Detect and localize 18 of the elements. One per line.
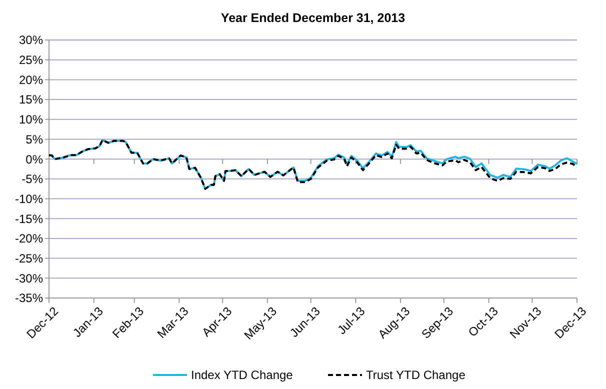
y-tick-label: 25% [18, 53, 44, 68]
y-tick-label: 5% [26, 132, 44, 146]
y-tick-label: -15% [14, 212, 44, 226]
y-tick-label: 10% [18, 112, 44, 127]
chart-title: Year Ended December 31, 2013 [220, 11, 406, 25]
y-tick-label: -25% [14, 252, 44, 266]
y-tick-label: 30% [18, 33, 44, 48]
legend-label: Index YTD Change [191, 368, 294, 382]
y-tick-label: 0% [26, 152, 44, 166]
y-tick-label: -20% [14, 232, 44, 246]
legend-label: Trust YTD Change [366, 368, 466, 382]
y-tick-label: -5% [22, 172, 44, 186]
line-series [48, 139, 578, 190]
y-tick-label: -10% [14, 192, 44, 206]
y-tick-label: 15% [18, 92, 44, 107]
y-tick-label: -30% [14, 271, 44, 286]
y-tick-label: -35% [14, 291, 44, 306]
y-tick-label: 20% [18, 72, 44, 87]
